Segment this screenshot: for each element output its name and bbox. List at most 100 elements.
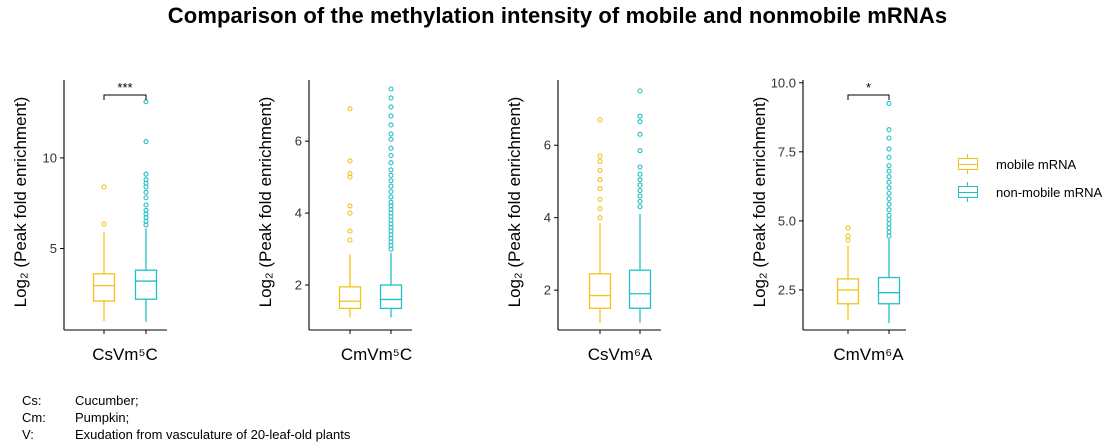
outlier-point xyxy=(347,170,353,177)
box-nonmobile xyxy=(877,100,901,324)
box-iqr xyxy=(588,273,612,309)
outlier-point xyxy=(388,145,394,151)
outlier-point xyxy=(886,146,892,152)
outlier-point xyxy=(637,198,643,204)
outlier-point xyxy=(886,190,892,196)
y-tick-label: 2 xyxy=(295,278,302,293)
outlier-point xyxy=(347,158,353,164)
panel-1: 5 10 Log₂ (Peak fold enrichment) CsVm⁵C *** xyxy=(11,80,167,364)
box-iqr xyxy=(877,276,901,305)
outlier-point xyxy=(388,178,394,184)
box-mobile xyxy=(588,117,612,323)
outlier-point xyxy=(597,215,603,221)
outlier-point xyxy=(637,171,643,177)
abbreviation-notes: Cs: Cucumber; Cm: Pumpkin; V: Exudation … xyxy=(22,392,350,443)
outlier-point xyxy=(143,189,149,195)
box-iqr xyxy=(338,286,362,310)
note-row: Cs: Cucumber; xyxy=(22,392,350,409)
outlier-point xyxy=(597,153,603,159)
outlier-point xyxy=(597,197,603,203)
y-axis-label: Log₂ (Peak fold enrichment) xyxy=(11,97,30,308)
outlier-point xyxy=(388,122,394,128)
x-axis-label: CsVm⁵C xyxy=(92,345,158,364)
outlier-point xyxy=(388,160,394,166)
outlier-point xyxy=(886,196,892,202)
legend-key-mobile xyxy=(955,154,981,174)
outlier-point xyxy=(637,182,643,188)
y-tick-label: 2 xyxy=(544,283,551,298)
y-tick-label: 10.0 xyxy=(771,75,796,90)
outlier-point xyxy=(388,104,394,110)
y-axis-label: Log₂ (Peak fold enrichment) xyxy=(505,97,524,308)
outlier-point xyxy=(597,117,603,123)
outlier-point xyxy=(143,202,149,208)
y-tick-label: 5.0 xyxy=(778,213,796,228)
note-abbr: Cm: xyxy=(22,410,46,425)
outlier-point xyxy=(143,207,149,213)
outlier-point xyxy=(143,139,149,145)
outlier-point xyxy=(143,177,149,183)
note-row: V: Exudation from vasculature of 20-leaf… xyxy=(22,426,350,443)
outlier-point xyxy=(597,206,603,212)
outlier-point xyxy=(347,203,353,209)
legend-item-nonmobile: non-mobile mRNA xyxy=(955,178,1102,206)
outlier-point xyxy=(886,216,892,223)
outlier-point xyxy=(347,228,353,234)
outlier-point xyxy=(637,88,643,94)
y-axis-label: Log₂ (Peak fold enrichment) xyxy=(750,97,769,308)
outlier-point xyxy=(886,233,892,239)
box-iqr xyxy=(628,269,652,309)
outlier-point xyxy=(886,127,892,133)
chart-area: 5 10 Log₂ (Peak fold enrichment) CsVm⁵C *** 2… xyxy=(11,75,906,364)
y-tick-label: 7.5 xyxy=(778,144,796,159)
y-tick-label: 4 xyxy=(295,206,302,221)
outlier-point xyxy=(597,168,603,174)
outlier-point xyxy=(347,210,353,216)
outlier-point xyxy=(101,221,107,227)
outlier-point xyxy=(886,225,892,231)
outlier-point xyxy=(388,183,394,189)
outlier-point xyxy=(886,212,892,218)
box-iqr xyxy=(134,269,158,300)
box-mobile xyxy=(836,225,860,321)
outlier-point xyxy=(637,119,643,125)
x-axis-label: CmVm⁵C xyxy=(341,345,412,364)
outlier-point xyxy=(388,188,394,195)
y-tick-label: 6 xyxy=(544,138,551,153)
outlier-point xyxy=(886,154,892,160)
legend: mobile mRNA non-mobile mRNA xyxy=(955,150,1102,206)
box-iqr xyxy=(836,278,860,305)
outlier-point xyxy=(637,204,643,210)
outlier-point xyxy=(597,177,603,183)
x-axis-label: CsVm⁶A xyxy=(588,345,653,364)
outlier-point xyxy=(143,171,149,177)
outlier-point xyxy=(388,167,394,173)
significance-bracket xyxy=(847,94,890,100)
outlier-point xyxy=(637,131,643,137)
outlier-point xyxy=(388,172,394,178)
legend-label-mobile: mobile mRNA xyxy=(996,156,1077,172)
outlier-point xyxy=(101,184,107,190)
outlier-point xyxy=(388,136,394,142)
outlier-point xyxy=(143,195,149,201)
y-axis-label: Log₂ (Peak fold enrichment) xyxy=(256,97,275,308)
x-axis-label: CmVm⁶A xyxy=(833,345,904,364)
y-tick-label: 10 xyxy=(43,150,57,165)
outlier-point xyxy=(886,229,892,235)
y-tick-label: 2.5 xyxy=(778,282,796,297)
box-iqr xyxy=(92,273,116,302)
note-text: Exudation from vasculature of 20-leaf-ol… xyxy=(75,427,351,442)
outlier-point xyxy=(143,99,149,105)
box-mobile xyxy=(92,184,116,321)
outlier-point xyxy=(347,106,353,112)
outlier-point xyxy=(388,199,394,205)
significance-label: * xyxy=(866,80,871,95)
chart-title: Comparison of the methylation intensity … xyxy=(167,3,948,28)
y-tick-label: 4 xyxy=(544,210,551,225)
box-nonmobile xyxy=(628,88,652,323)
legend-key-nonmobile xyxy=(955,182,981,202)
outlier-point xyxy=(637,148,643,154)
outlier-point xyxy=(886,221,892,227)
legend-item-mobile: mobile mRNA xyxy=(955,150,1102,178)
outlier-point xyxy=(388,194,394,200)
